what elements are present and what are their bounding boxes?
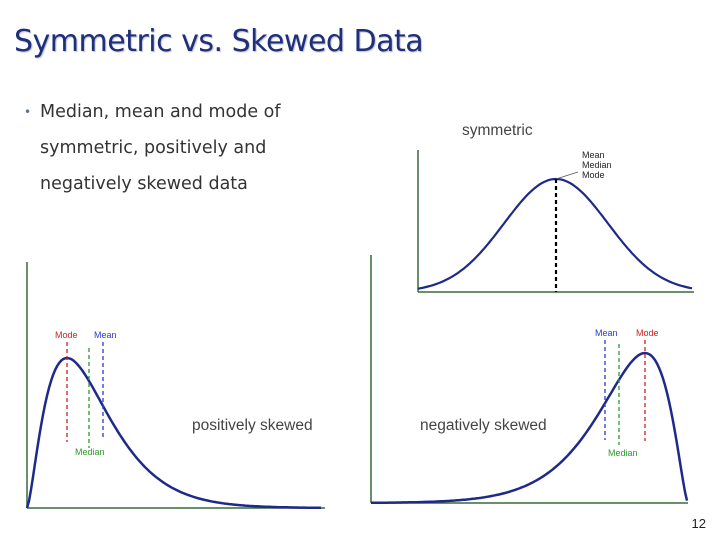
positive-curve — [25, 356, 321, 510]
bullet-icon: • — [24, 105, 32, 119]
positive-skew-label: positively skewed — [192, 417, 313, 434]
positive-mean-label: Mean — [94, 330, 117, 340]
negative-mean-label: Mean — [595, 328, 618, 338]
page-number: 12 — [691, 516, 706, 531]
symmetric-median-label: Median — [582, 160, 612, 170]
symmetric-label: symmetric — [462, 122, 533, 139]
symmetric-annotation-leader — [555, 171, 579, 180]
positive-median-label: Median — [75, 447, 105, 457]
bullet-list: • Median, mean and mode of symmetric, po… — [24, 94, 324, 202]
symmetric-mode-label: Mode — [582, 170, 605, 180]
negative-mode-label: Mode — [636, 328, 659, 338]
negative-median-label: Median — [608, 448, 638, 458]
positive-skew-chart: Mode Mean Median — [25, 262, 325, 510]
negative-skew-chart: Mean Mode Median — [370, 255, 689, 505]
slide-title: Symmetric vs. Skewed Data — [14, 24, 424, 59]
positive-mode-label: Mode — [55, 330, 78, 340]
negative-skew-label: negatively skewed — [420, 417, 547, 434]
bullet-line-1: Median, mean and mode of — [40, 102, 281, 122]
symmetric-chart: Mean Median Mode — [417, 150, 694, 293]
bullet-line-2: symmetric, positively and — [40, 138, 267, 158]
bullet-line-3: negatively skewed data — [40, 174, 248, 194]
symmetric-mean-label: Mean — [582, 150, 605, 160]
negative-curve — [371, 351, 689, 505]
